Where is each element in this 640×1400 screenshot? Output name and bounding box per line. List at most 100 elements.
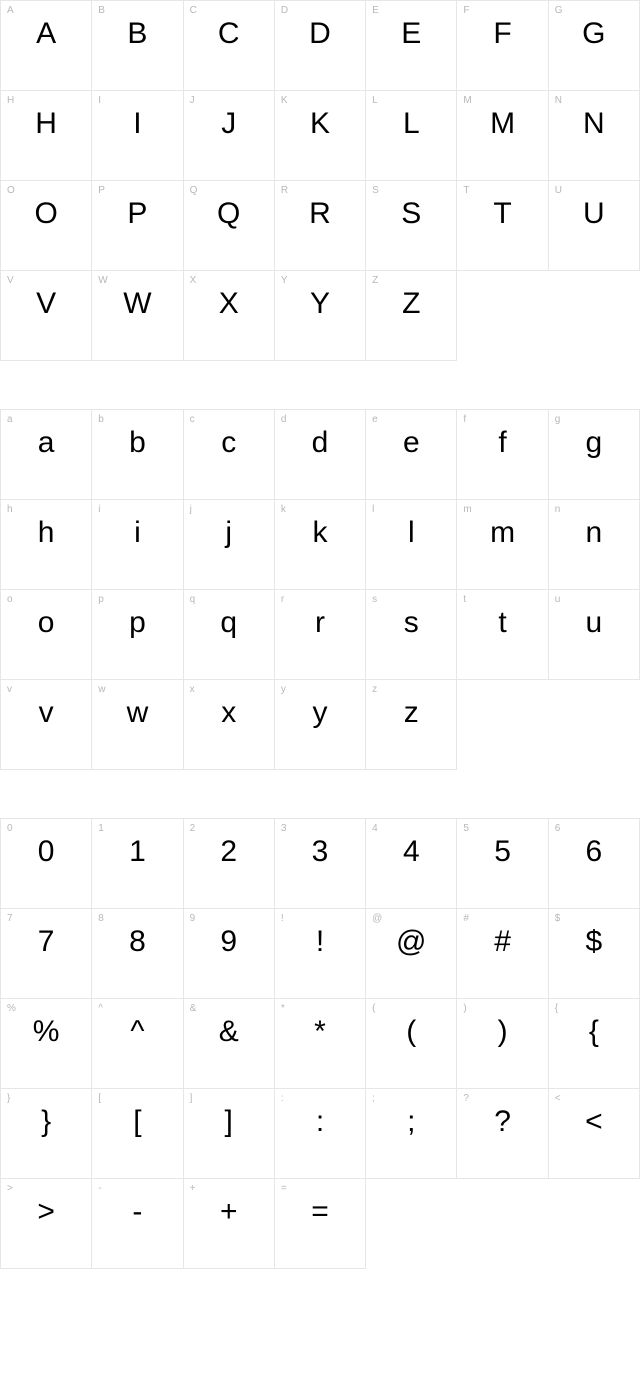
glyph-display: J [184,109,274,139]
glyph-grid: aabbccddeeffgghhiijjkkllmmnnooppqqrrsstt… [0,409,640,770]
glyph-display: U [549,199,639,229]
glyph-label: ? [463,1093,469,1104]
glyph-label: 1 [98,823,104,834]
glyph-display: v [1,698,91,728]
glyph-label: D [281,5,288,16]
glyph-display: $ [549,927,639,957]
empty-cell [457,680,548,770]
glyph-cell: CC [184,1,275,91]
glyph-display: S [366,199,456,229]
glyph-label: V [7,275,14,286]
glyph-display: ) [457,1017,547,1047]
glyph-cell: ** [275,999,366,1089]
glyph-cell: ## [457,909,548,999]
glyph-label: ! [281,913,284,924]
glyph-label: M [463,95,471,106]
glyph-cell: aa [1,410,92,500]
glyph-cell: NN [549,91,640,181]
glyph-label: d [281,414,287,425]
empty-cell [366,1179,457,1269]
glyph-display: F [457,19,547,49]
glyph-label: j [190,504,192,515]
glyph-cell: TT [457,181,548,271]
glyph-label: ] [190,1093,193,1104]
glyph-display: z [366,698,456,728]
glyph-label: 3 [281,823,287,834]
glyph-display: B [92,19,182,49]
glyph-label: s [372,594,377,605]
glyph-label: c [190,414,195,425]
glyph-label: P [98,185,105,196]
glyph-cell: ss [366,590,457,680]
glyph-cell: AA [1,1,92,91]
glyph-label: T [463,185,469,196]
empty-cell [549,271,640,361]
glyph-cell: ]] [184,1089,275,1179]
glyph-display: : [275,1107,365,1137]
glyph-cell: HH [1,91,92,181]
glyph-label: L [372,95,378,106]
glyph-display: l [366,518,456,548]
glyph-cell: OO [1,181,92,271]
glyph-display: P [92,199,182,229]
glyph-label: h [7,504,13,515]
glyph-display: 1 [92,837,182,867]
glyph-label: * [281,1003,285,1014]
glyph-display: g [549,428,639,458]
glyph-display: K [275,109,365,139]
glyph-cell: (( [366,999,457,1089]
glyph-display: + [184,1197,274,1227]
glyph-cell: ^^ [92,999,183,1089]
glyph-display: ] [184,1107,274,1137]
glyph-cell: ll [366,500,457,590]
glyph-cell: bb [92,410,183,500]
glyph-label: g [555,414,561,425]
glyph-label: l [372,504,374,515]
glyph-cell: mm [457,500,548,590]
glyph-display: @ [366,927,456,957]
glyph-display: C [184,19,274,49]
glyph-label: v [7,684,12,695]
glyph-label: w [98,684,105,695]
glyph-display: - [92,1197,182,1227]
glyph-label: k [281,504,286,515]
glyph-cell: cc [184,410,275,500]
glyph-label: } [7,1093,10,1104]
glyph-display: a [1,428,91,458]
glyph-label: e [372,414,378,425]
glyph-display: y [275,698,365,728]
glyph-cell: zz [366,680,457,770]
glyph-display: i [92,518,182,548]
glyph-display: ^ [92,1017,182,1047]
glyph-cell: 44 [366,819,457,909]
glyph-cell: PP [92,181,183,271]
glyph-cell: yy [275,680,366,770]
glyph-display: m [457,518,547,548]
glyph-cell: QQ [184,181,275,271]
glyph-label: y [281,684,286,695]
glyph-display: # [457,927,547,957]
glyph-cell: @@ [366,909,457,999]
glyph-cell: EE [366,1,457,91]
glyph-cell: == [275,1179,366,1269]
glyph-display: I [92,109,182,139]
glyph-display: Y [275,289,365,319]
glyph-cell: kk [275,500,366,590]
glyph-cell: }} [1,1089,92,1179]
glyph-display: T [457,199,547,229]
glyph-cell: !! [275,909,366,999]
glyph-label: F [463,5,469,16]
glyph-display: 0 [1,837,91,867]
glyph-cell: FF [457,1,548,91]
glyph-display: o [1,608,91,638]
glyph-cell: [[ [92,1089,183,1179]
glyph-cell: dd [275,410,366,500]
empty-cell [457,1179,548,1269]
glyph-display: G [549,19,639,49]
glyph-display: M [457,109,547,139]
glyph-cell: nn [549,500,640,590]
glyph-label: R [281,185,288,196]
glyph-cell: XX [184,271,275,361]
glyph-display: 9 [184,927,274,957]
glyph-display: b [92,428,182,458]
